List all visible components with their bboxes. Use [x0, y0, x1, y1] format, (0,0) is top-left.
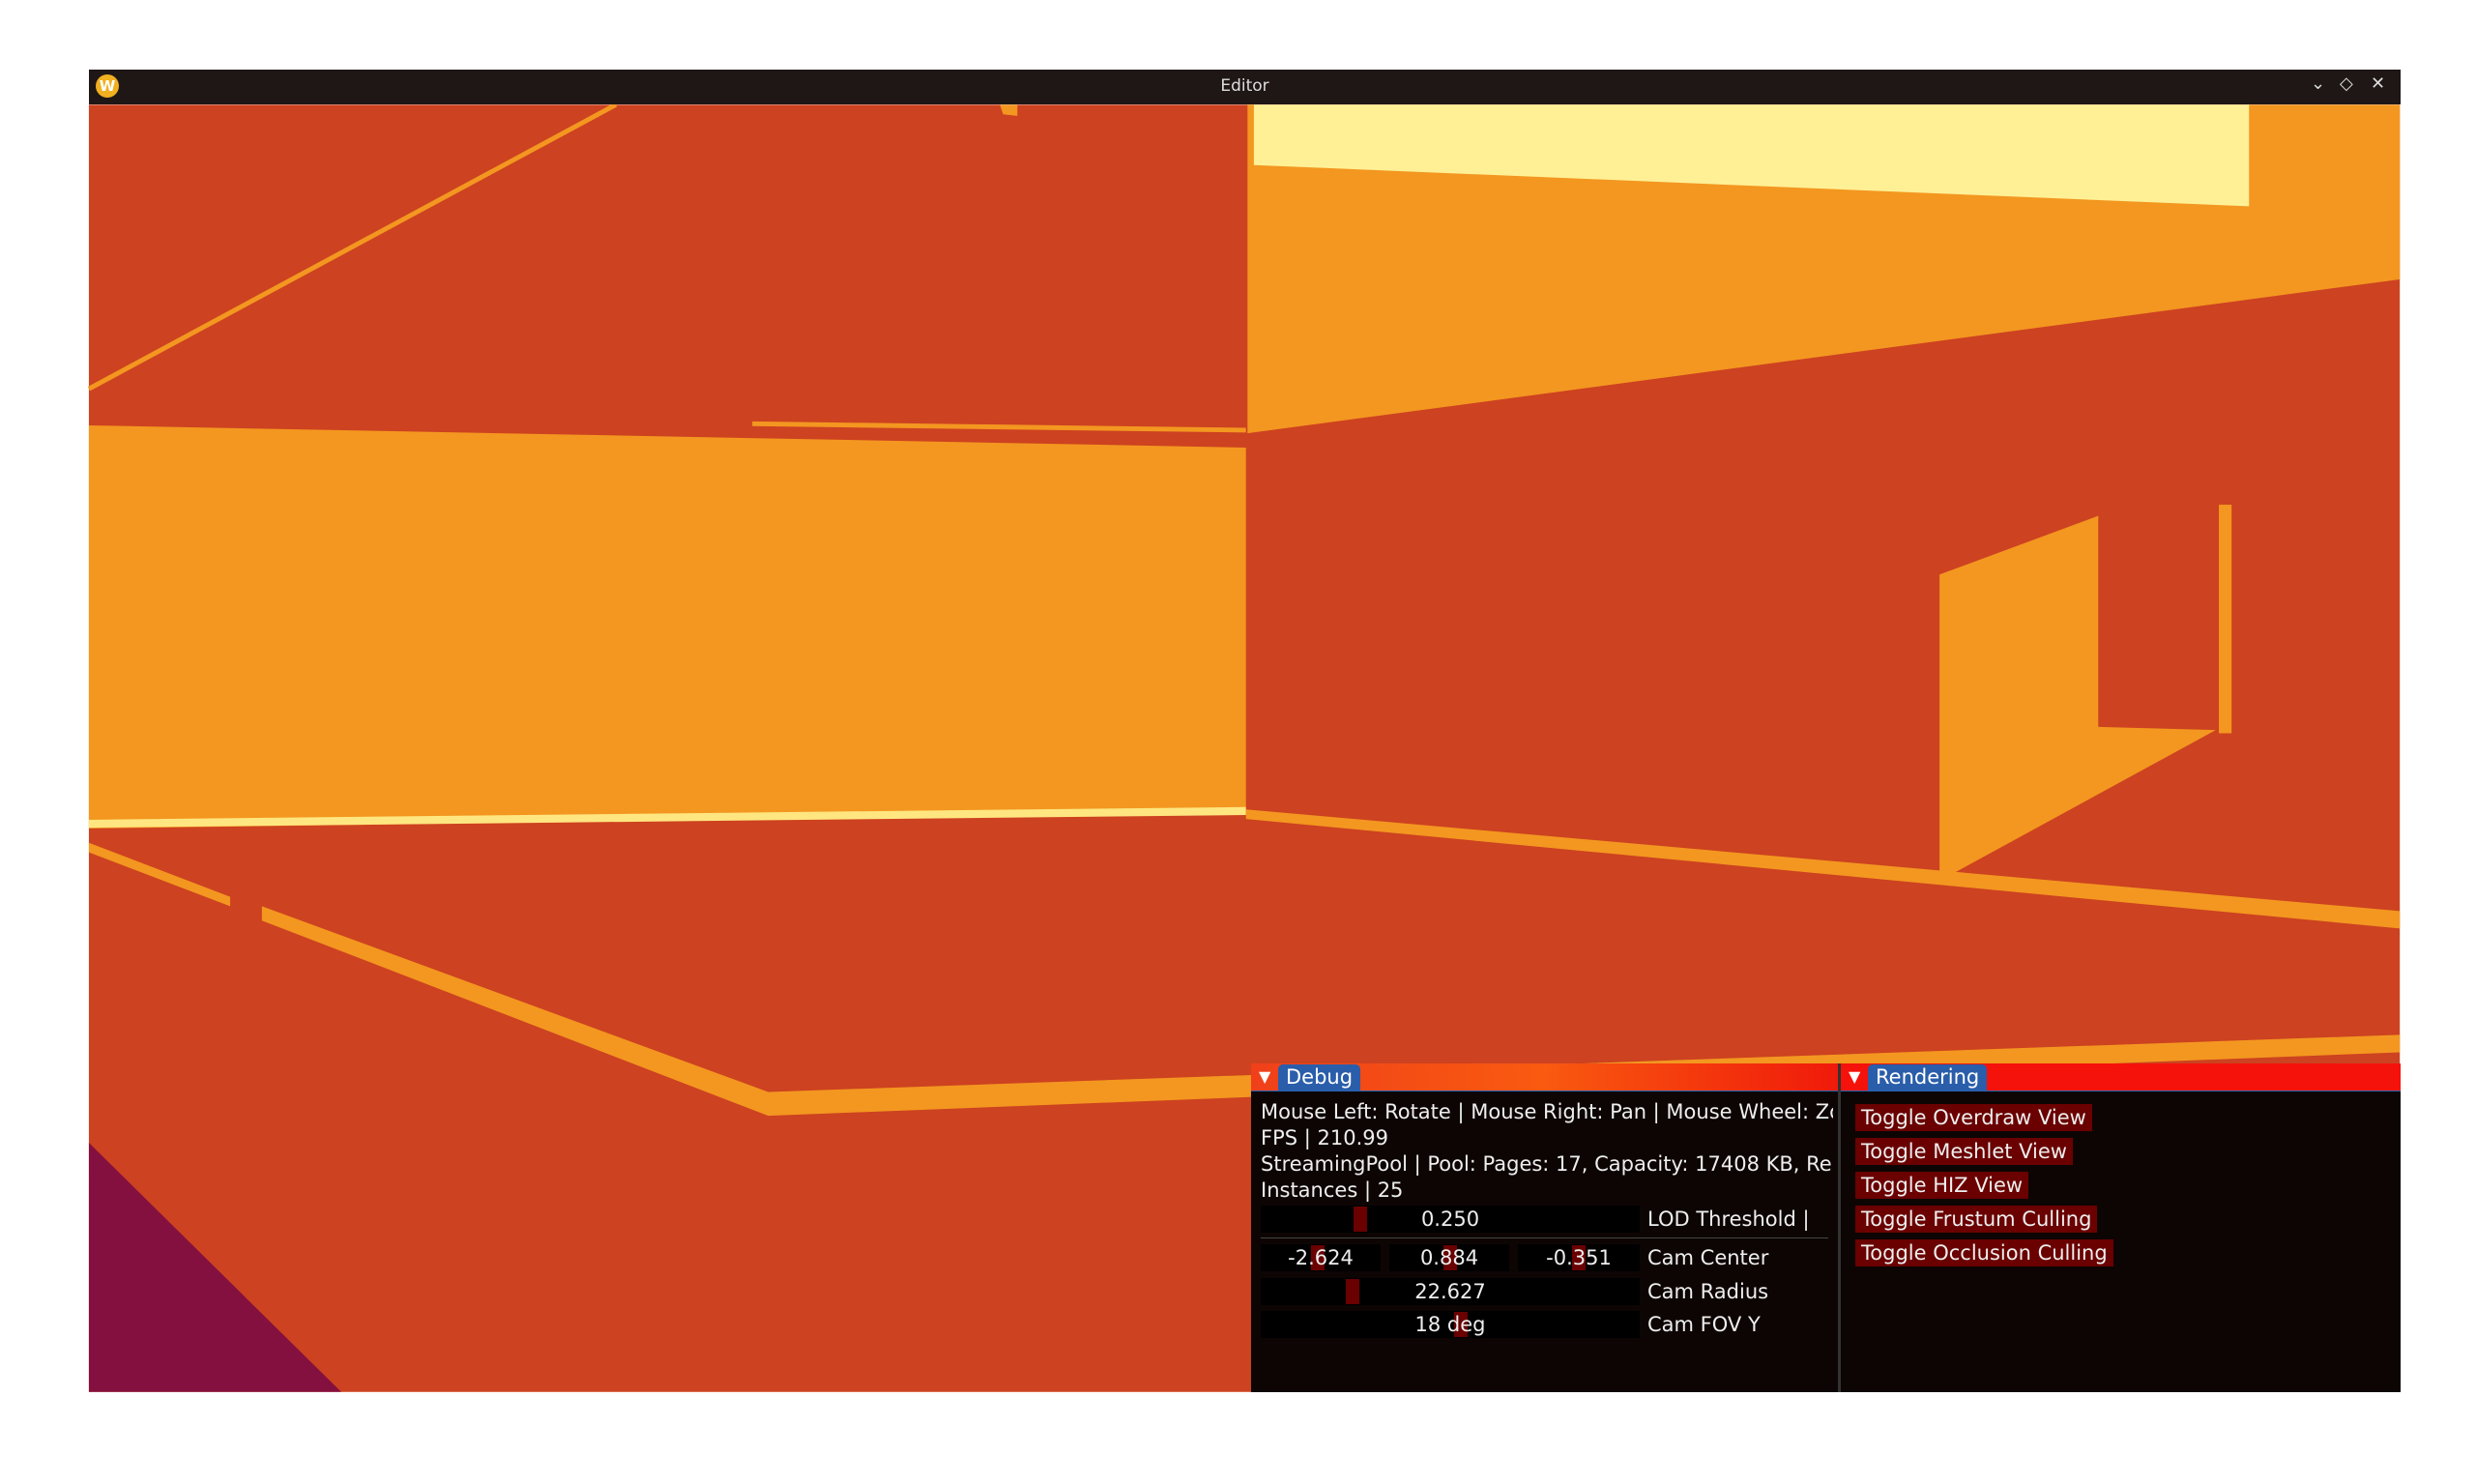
- rendering-panel: ▼ Rendering Toggle Overdraw View Toggle …: [1841, 1063, 2401, 1392]
- purple-object: [88, 1143, 341, 1392]
- wall-edge-highlight: [88, 806, 1246, 829]
- cam-fov-slider[interactable]: 18 deg: [1261, 1311, 1640, 1338]
- cam-center-x: -2.624: [1288, 1246, 1354, 1269]
- floor-edge-right: [1245, 809, 2401, 929]
- slider-grab: [1311, 1245, 1325, 1270]
- window-title: Editor: [1220, 76, 1269, 96]
- close-icon[interactable]: ✕: [2371, 73, 2386, 94]
- minimize-icon[interactable]: ⌄: [2311, 73, 2326, 94]
- toggle-frustum-culling-button[interactable]: Toggle Frustum Culling: [1855, 1206, 2098, 1233]
- toggle-overdraw-button[interactable]: Toggle Overdraw View: [1855, 1104, 2092, 1131]
- cam-center-y-field[interactable]: 0.884: [1389, 1244, 1509, 1271]
- lod-label: LOD Threshold |: [1647, 1208, 1810, 1231]
- cam-radius-slider[interactable]: 22.627: [1261, 1278, 1640, 1305]
- streaming-pool-readout: StreamingPool | Pool: Pages: 17, Capacit…: [1261, 1152, 1832, 1176]
- cam-radius-label: Cam Radius: [1647, 1280, 1769, 1303]
- slider-grab: [1572, 1245, 1586, 1270]
- slider-grab: [1443, 1245, 1457, 1270]
- debug-panel: ▼ Debug Mouse Left: Rotate | Mouse Right…: [1251, 1063, 1841, 1392]
- light-panel: [1253, 104, 2250, 207]
- cam-center-z-field[interactable]: -0.351: [1518, 1244, 1640, 1271]
- debug-panel-header[interactable]: ▼ Debug: [1251, 1063, 1838, 1091]
- controls-hint: Mouse Left: Rotate | Mouse Right: Pan | …: [1261, 1100, 1833, 1123]
- box-edge: [2219, 505, 2232, 734]
- toggle-meshlet-button[interactable]: Toggle Meshlet View: [1855, 1138, 2073, 1165]
- lod-threshold-slider[interactable]: 0.250: [1261, 1206, 1640, 1233]
- collapse-arrow-icon[interactable]: ▼: [1259, 1067, 1271, 1086]
- slider-grab[interactable]: [1354, 1207, 1367, 1232]
- title-bar: W Editor ⌄ ◇ ✕: [89, 70, 2401, 104]
- rendering-panel-header[interactable]: ▼ Rendering: [1841, 1063, 2401, 1091]
- fps-readout: FPS | 210.99: [1261, 1126, 1388, 1149]
- ceiling-line: [87, 102, 618, 392]
- cam-center-x-field[interactable]: -2.624: [1261, 1244, 1381, 1271]
- cam-fov-label: Cam FOV Y: [1647, 1313, 1761, 1336]
- cam-center-y: 0.884: [1419, 1246, 1479, 1269]
- tab-debug[interactable]: Debug: [1278, 1064, 1361, 1091]
- ledge-line: [752, 421, 1246, 433]
- toggle-occlusion-culling-button[interactable]: Toggle Occlusion Culling: [1855, 1239, 2113, 1266]
- toggle-hiz-button[interactable]: Toggle HIZ View: [1855, 1172, 2029, 1199]
- cam-center-label: Cam Center: [1647, 1246, 1769, 1269]
- instances-readout: Instances | 25: [1261, 1178, 1404, 1202]
- slider-grab: [1346, 1279, 1359, 1304]
- separator: [1261, 1237, 1828, 1238]
- floor-strip: [261, 906, 2401, 1117]
- slider-grab: [1454, 1312, 1468, 1337]
- app-logo-icon: W: [96, 74, 119, 98]
- floor-edge-left: [88, 842, 231, 907]
- ceiling-fragment: [1000, 104, 1018, 116]
- tab-rendering[interactable]: Rendering: [1868, 1064, 1988, 1091]
- cam-fov-value: 18 deg: [1414, 1313, 1486, 1336]
- maximize-icon[interactable]: ◇: [2340, 73, 2353, 94]
- box-object: [1939, 515, 2216, 882]
- cam-center-z: -0.351: [1546, 1246, 1612, 1269]
- cam-radius-value: 22.627: [1414, 1280, 1486, 1303]
- collapse-arrow-icon[interactable]: ▼: [1849, 1067, 1861, 1086]
- lod-value: 0.250: [1420, 1208, 1480, 1231]
- left-wall: [88, 424, 1246, 829]
